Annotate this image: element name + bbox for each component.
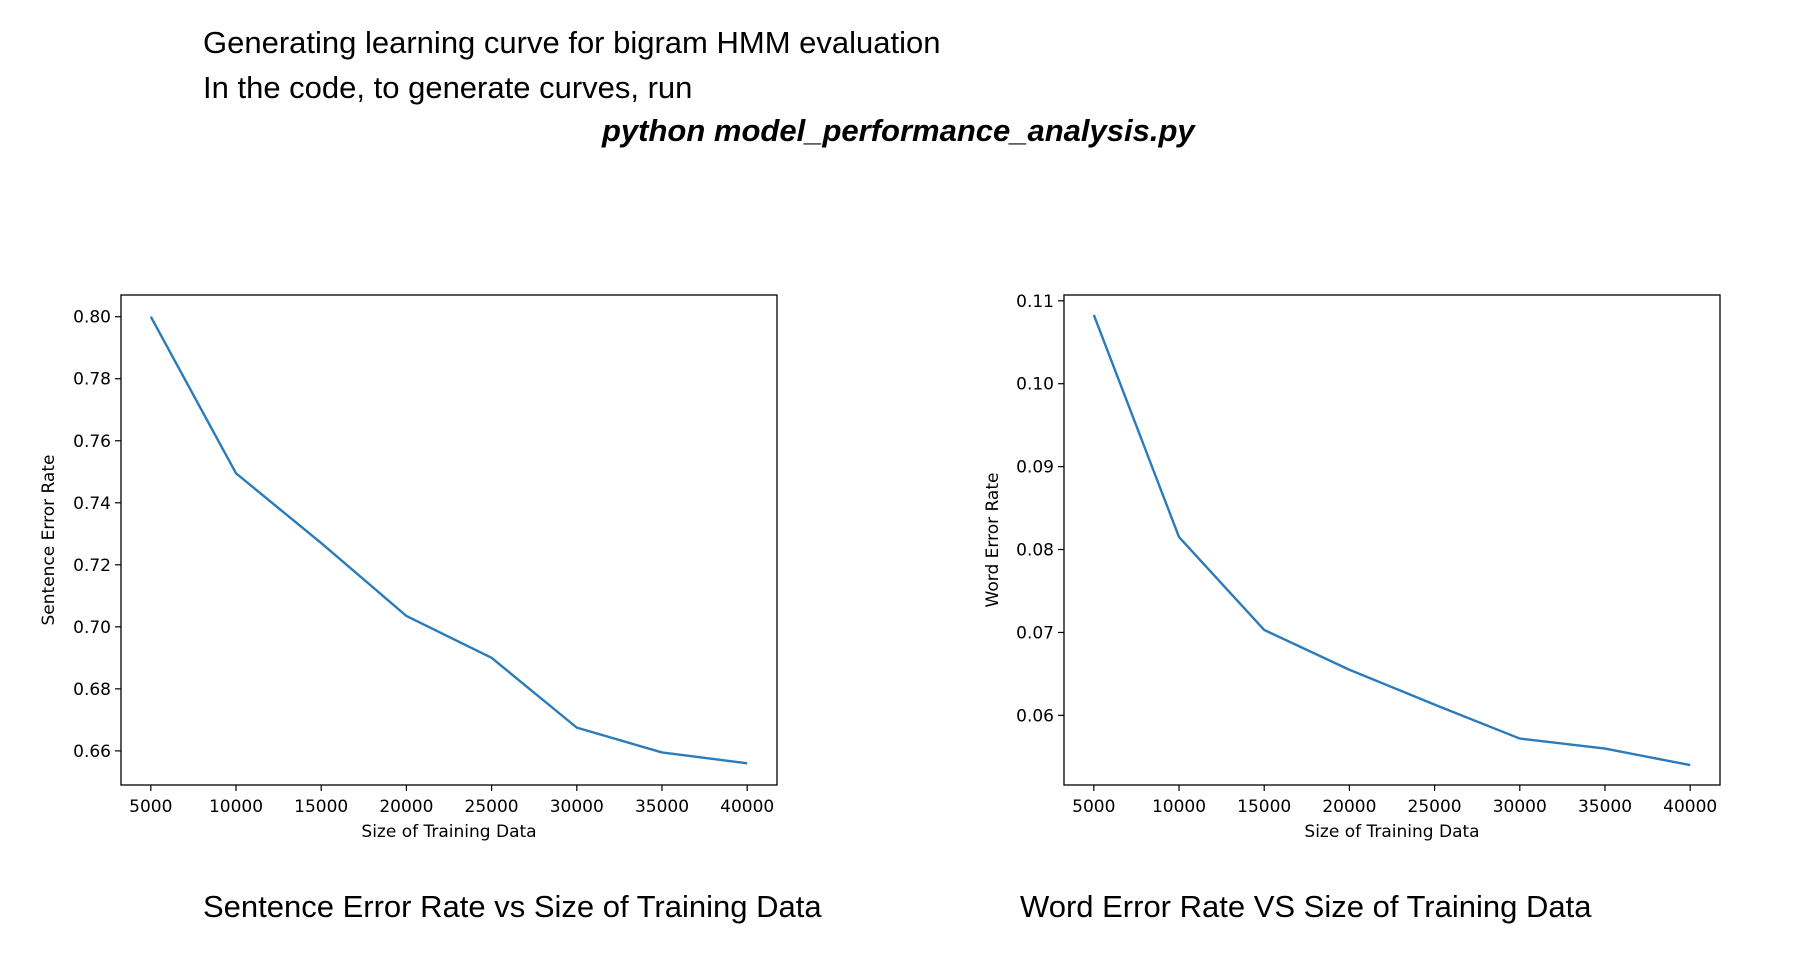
y-tick-label: 0.72 <box>73 556 111 576</box>
y-tick-label: 0.11 <box>1016 292 1054 312</box>
word-chart-caption: Word Error Rate VS Size of Training Data <box>1020 889 1592 924</box>
y-tick-label: 0.80 <box>73 308 111 328</box>
plot-frame <box>1063 294 1721 786</box>
x-tick-label: 20000 <box>379 797 433 817</box>
y-tick-label: 0.07 <box>1016 623 1054 643</box>
x-tick-label: 5000 <box>129 797 172 817</box>
x-tick-label: 10000 <box>209 797 263 817</box>
y-tick-label: 0.74 <box>73 494 111 514</box>
x-tick-label: 25000 <box>1408 797 1462 817</box>
x-tick-label: 5000 <box>1072 797 1115 817</box>
y-tick-label: 0.06 <box>1016 706 1054 726</box>
intro-line-2: In the code, to generate curves, run <box>203 70 693 105</box>
y-tick-label: 0.68 <box>73 680 111 700</box>
y-tick-label: 0.78 <box>73 370 111 390</box>
x-tick-label: 35000 <box>635 797 689 817</box>
x-tick-label: 25000 <box>465 797 519 817</box>
x-tick-label: 30000 <box>550 797 604 817</box>
series-line <box>149 316 748 765</box>
y-axis-label: Word Error Rate <box>983 473 1003 608</box>
y-tick-label: 0.08 <box>1016 541 1054 561</box>
series-line <box>1092 314 1691 767</box>
y-tick-label: 0.09 <box>1016 458 1054 478</box>
x-axis-label: Size of Training Data <box>361 822 536 842</box>
sentence-chart-caption: Sentence Error Rate vs Size of Training … <box>203 889 822 924</box>
x-axis-label: Size of Training Data <box>1304 822 1479 842</box>
x-tick-label: 40000 <box>1663 797 1717 817</box>
x-tick-label: 20000 <box>1322 797 1376 817</box>
x-tick-label: 30000 <box>1493 797 1547 817</box>
sentence-error-rate-chart: 5000 10000 15000 20000 25000 30000 35000 40000 0… <box>39 294 778 842</box>
word-error-rate-chart: 5000 10000 15000 20000 25000 30000 35000 40000 0… <box>983 292 1721 842</box>
plot-frame <box>120 294 778 786</box>
y-tick-label: 0.76 <box>73 432 111 452</box>
run-command: python model_performance_analysis.py <box>602 113 1195 148</box>
y-tick-label: 0.66 <box>73 742 111 762</box>
y-axis-label: Sentence Error Rate <box>39 455 59 626</box>
intro-line-1: Generating learning curve for bigram HMM… <box>203 25 941 60</box>
y-tick-label: 0.10 <box>1016 375 1054 395</box>
y-tick-label: 0.70 <box>73 618 111 638</box>
x-tick-label: 15000 <box>1237 797 1291 817</box>
x-tick-label: 10000 <box>1152 797 1206 817</box>
x-tick-label: 15000 <box>294 797 348 817</box>
x-tick-label: 40000 <box>720 797 774 817</box>
x-tick-label: 35000 <box>1578 797 1632 817</box>
